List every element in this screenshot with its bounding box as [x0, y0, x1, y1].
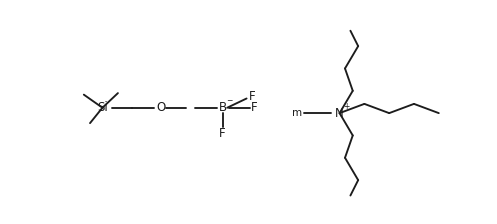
- Text: O: O: [157, 101, 166, 114]
- Text: F: F: [251, 101, 257, 114]
- Text: F: F: [219, 127, 226, 140]
- Text: +: +: [343, 102, 350, 111]
- Text: m: m: [292, 108, 302, 118]
- Text: B: B: [219, 101, 227, 114]
- Text: F: F: [248, 90, 255, 103]
- Text: N: N: [335, 107, 344, 120]
- Text: Si: Si: [97, 101, 108, 114]
- Text: −: −: [226, 96, 233, 105]
